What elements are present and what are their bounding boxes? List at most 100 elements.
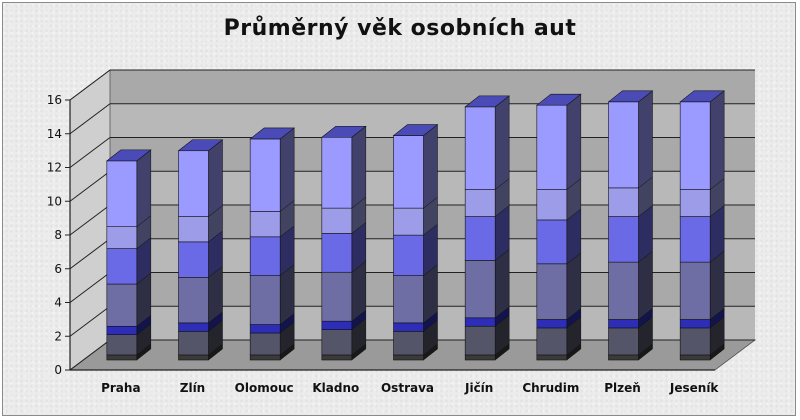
bar-segment: [536, 263, 568, 320]
bar-segment: [106, 226, 138, 249]
bar-segment: [393, 322, 424, 332]
bar-top: [535, 93, 582, 106]
bar-segment: [608, 187, 639, 217]
bar-segment: [393, 275, 424, 324]
gridline-side: [69, 238, 111, 270]
bar-segment: [679, 261, 711, 320]
bar-segment: [178, 322, 209, 332]
x-category-label: Praha: [101, 381, 140, 395]
bar-segment: [536, 189, 568, 221]
bar-segment: [464, 317, 496, 327]
bar-segment-side: [709, 90, 725, 191]
bar-segment: [536, 327, 568, 356]
gridline-side: [69, 339, 111, 371]
bar-segment: [106, 354, 138, 361]
bar-segment-side: [351, 125, 367, 209]
bar-segment: [321, 207, 353, 234]
bar-segment: [178, 354, 209, 361]
bar-segment: [249, 211, 281, 238]
bar-segment: [393, 135, 424, 209]
bar-segment: [464, 106, 496, 190]
bar-segment-side: [638, 250, 653, 321]
y-tick-label: 2: [54, 329, 62, 343]
bar-segment: [536, 319, 568, 329]
bar-segment: [393, 207, 424, 236]
bar-segment: [321, 320, 353, 330]
y-tick-label: 0: [54, 363, 62, 377]
bar-segment: [464, 189, 496, 217]
bar-top: [105, 149, 152, 162]
bar-segment: [249, 324, 281, 334]
x-category-label: Plzeň: [604, 381, 641, 395]
back-wall-band: [110, 70, 755, 104]
bar-segment: [106, 160, 138, 227]
bar-segment: [679, 319, 711, 329]
bar-top: [177, 139, 224, 152]
bar-segment: [321, 271, 353, 322]
bar-segment: [393, 331, 424, 356]
bar-top: [464, 95, 511, 108]
bar-segment: [464, 354, 496, 361]
y-tick-label: 10: [47, 194, 62, 208]
bar-segment: [679, 354, 711, 361]
bar-top: [392, 124, 439, 136]
bar-segment-side: [423, 124, 438, 209]
bar-segment: [464, 216, 496, 261]
gridline-side: [69, 137, 111, 168]
x-category-label: Ostrava: [381, 381, 434, 395]
bar-segment-side: [709, 250, 725, 321]
bar-segment: [178, 150, 209, 217]
bar-segment-side: [494, 95, 510, 191]
bar-segment: [536, 219, 568, 265]
bar-segment: [608, 216, 639, 263]
y-tick-label: 4: [54, 296, 62, 310]
gridline-side: [69, 204, 111, 236]
y-tick-label: 8: [54, 228, 62, 242]
x-category-label: Kladno: [312, 381, 359, 395]
bar-segment: [536, 104, 568, 190]
bar-segment: [321, 136, 353, 209]
bar-segment: [393, 234, 424, 276]
bar-top: [320, 125, 367, 138]
bar-segment: [679, 101, 711, 190]
bar-segment: [536, 354, 568, 361]
bar-segment: [178, 241, 209, 278]
bar-segment: [464, 260, 496, 319]
x-category-label: Zlín: [180, 381, 205, 395]
y-tick-label: 16: [47, 93, 62, 107]
bar-segment: [321, 233, 353, 273]
y-tick-label: 12: [47, 161, 62, 175]
bar-segment-side: [279, 127, 295, 213]
bar-segment: [608, 261, 639, 320]
y-tick-label: 6: [54, 262, 62, 276]
gridline-side: [69, 69, 111, 101]
x-category-label: Jičín: [464, 381, 493, 395]
bar-segment: [249, 332, 281, 356]
bar-segment: [178, 331, 209, 356]
bar-segment: [249, 354, 281, 361]
bar-segment: [679, 216, 711, 263]
bar-segment: [393, 354, 424, 361]
bar-segment: [321, 354, 353, 361]
bar-top: [679, 90, 726, 103]
gridline-side: [69, 103, 111, 135]
bar-segment-side: [136, 149, 152, 228]
bar-segment: [679, 189, 711, 217]
bar-top: [249, 127, 296, 140]
bar-segment: [178, 216, 209, 243]
bar-segment: [249, 236, 281, 276]
y-tick-label: 14: [47, 127, 62, 141]
bar-segment: [608, 327, 639, 356]
bar-segment: [608, 354, 639, 361]
bar-segment-side: [566, 252, 582, 321]
bar-segment: [106, 283, 138, 327]
x-category-label: Jeseník: [669, 381, 720, 395]
x-category-label: Olomouc: [235, 381, 294, 395]
bar-segment: [608, 101, 639, 189]
chart-title: Průměrný věk osobních aut: [223, 16, 577, 41]
bar-segment: [249, 275, 281, 325]
bar-segment-side: [566, 93, 582, 191]
gridline-side: [69, 305, 111, 337]
bar-segment-side: [494, 248, 510, 319]
